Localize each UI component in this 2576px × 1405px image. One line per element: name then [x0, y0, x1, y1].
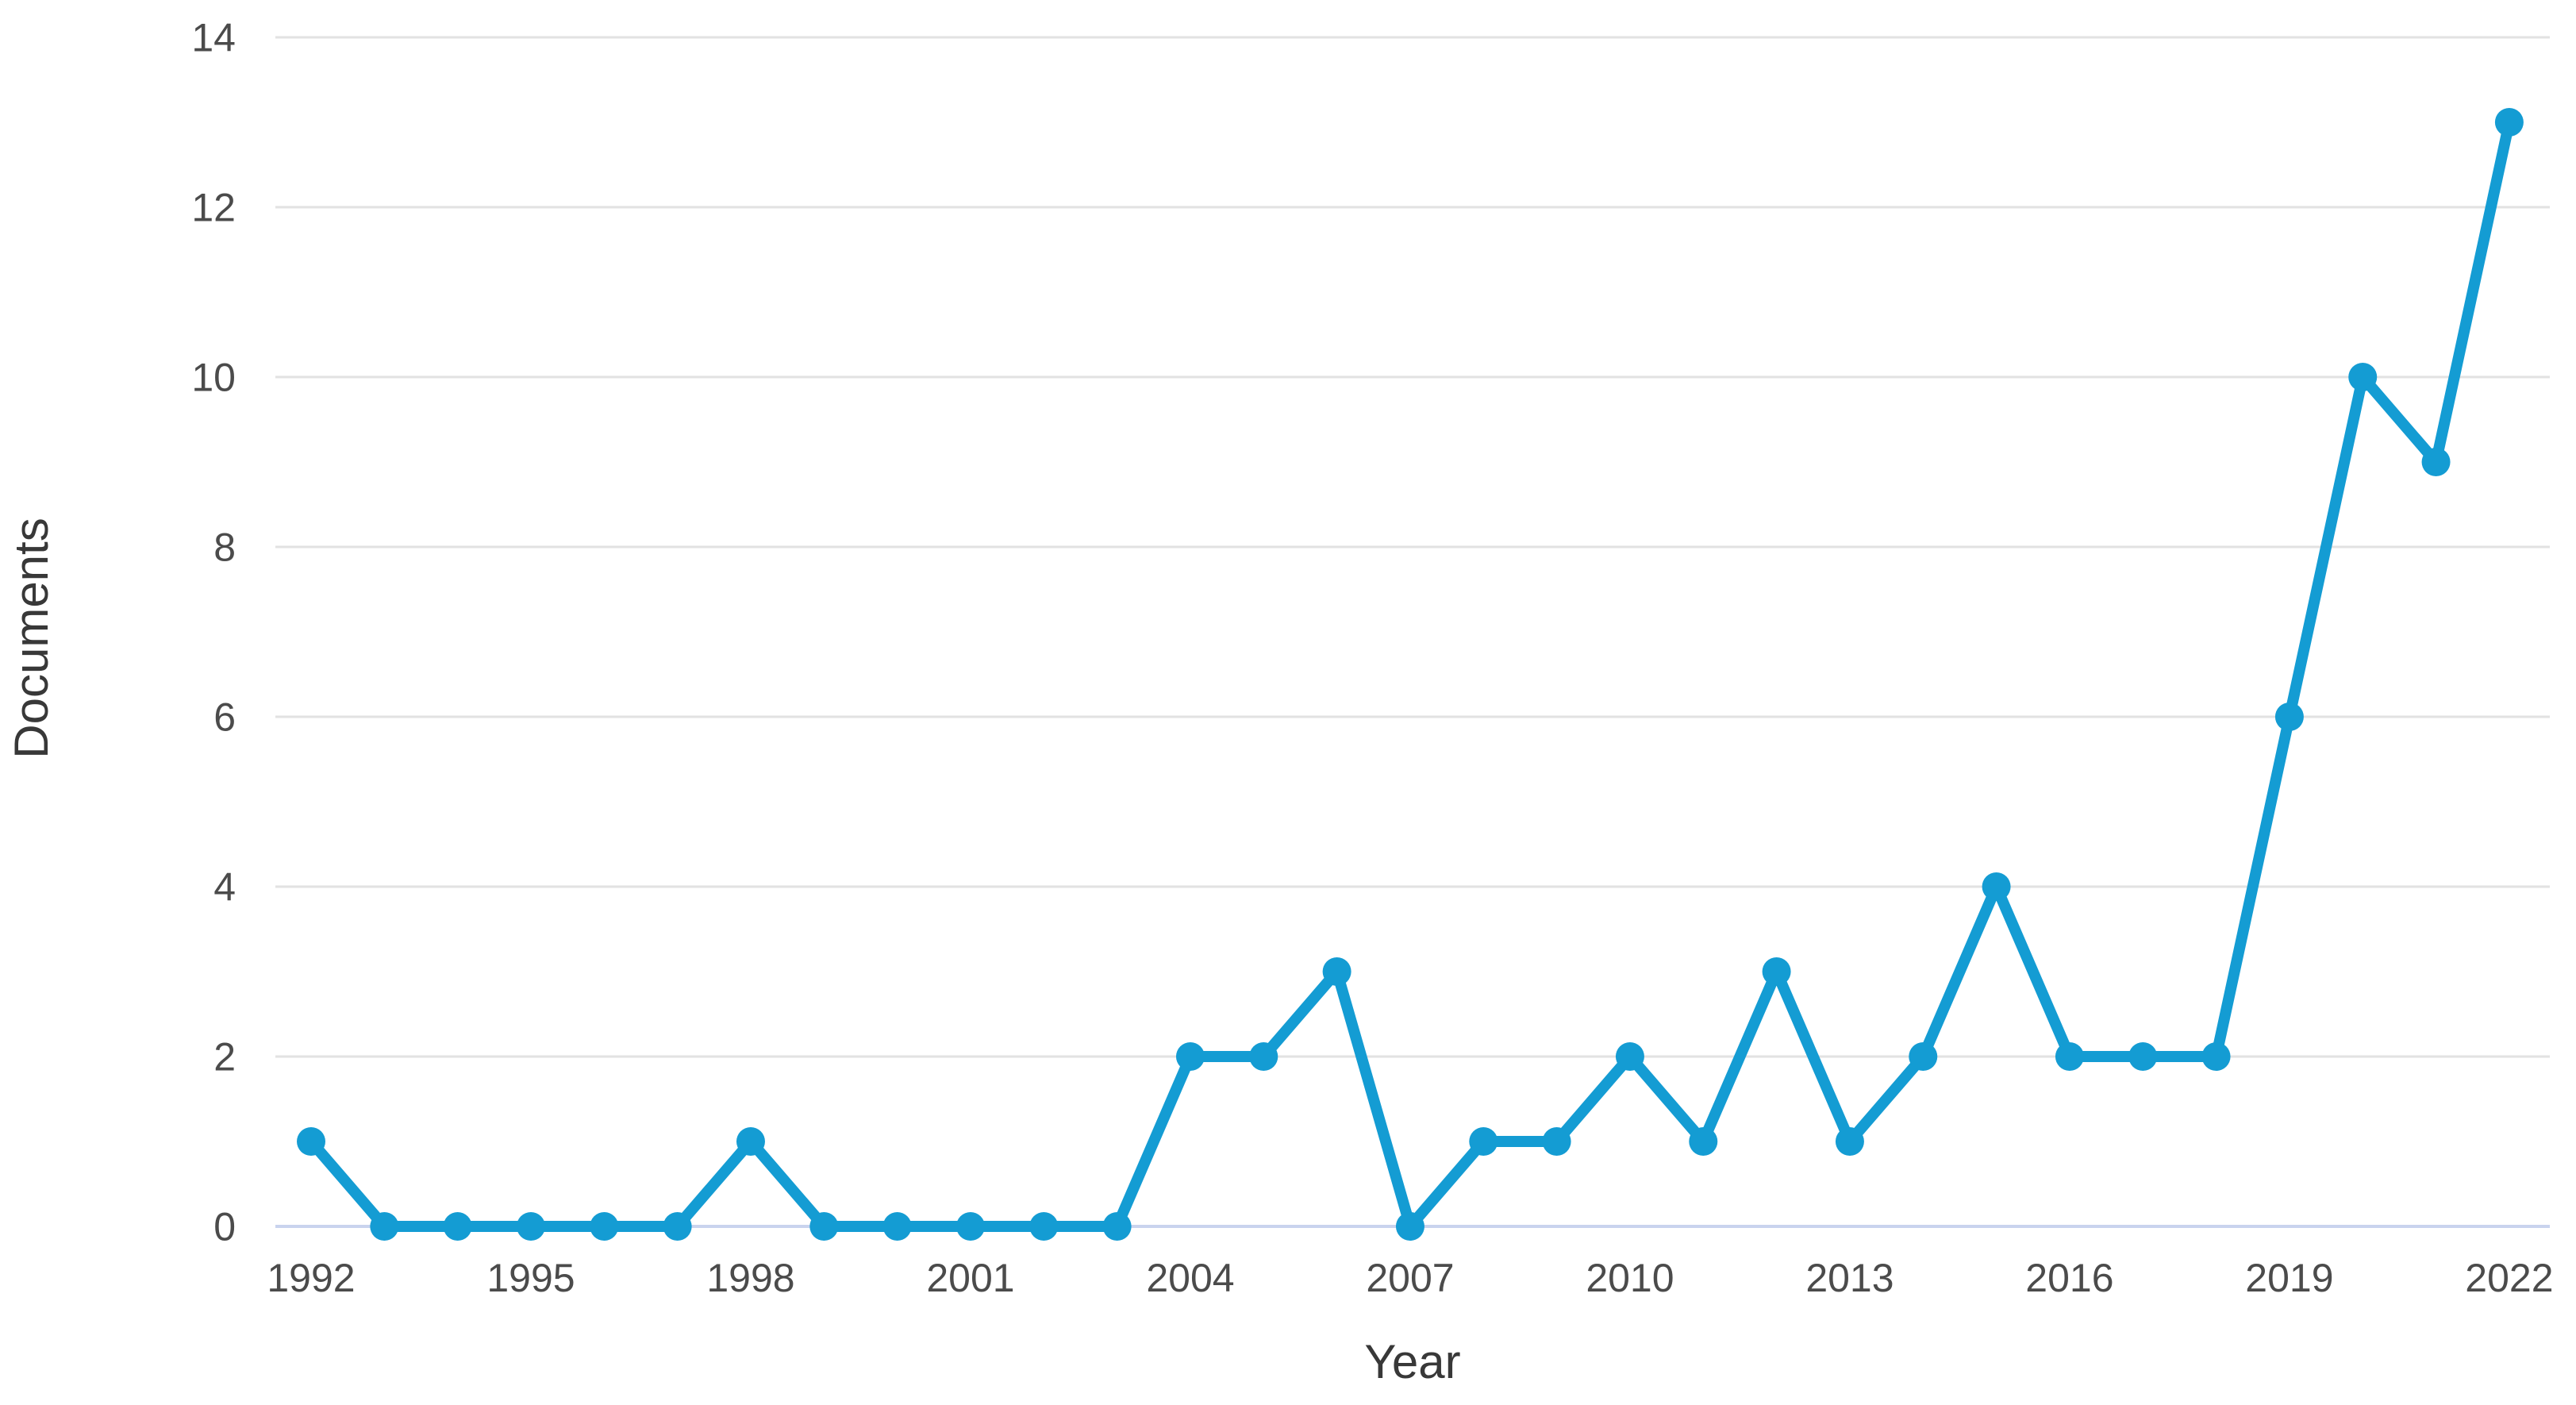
data-point-1994[interactable]	[443, 1212, 472, 1241]
data-point-2006[interactable]	[1322, 957, 1351, 986]
series-documents	[297, 108, 2524, 1241]
data-point-2012[interactable]	[1762, 957, 1791, 986]
x-axis-title: Year	[1364, 1335, 1460, 1388]
x-tick-label-2004: 2004	[1146, 1256, 1234, 1300]
y-tick-label-2: 2	[213, 1035, 236, 1080]
data-point-2000[interactable]	[882, 1212, 912, 1241]
y-tick-label-12: 12	[191, 186, 236, 230]
series-line	[306, 117, 2515, 1232]
data-point-2001[interactable]	[955, 1212, 985, 1241]
y-tick-label-10: 10	[191, 356, 236, 400]
x-axis-tick-labels: 1992 1995 1998 2001 2004 2007 2010 2013 2016 2019…	[267, 1256, 2553, 1300]
y-tick-label-6: 6	[213, 695, 236, 740]
y-tick-label-8: 8	[213, 525, 236, 570]
data-point-1999[interactable]	[809, 1212, 839, 1241]
y-tick-label-4: 4	[213, 865, 236, 910]
x-tick-label-1995: 1995	[486, 1256, 575, 1300]
data-point-2021[interactable]	[2421, 448, 2451, 476]
x-tick-label-2001: 2001	[926, 1256, 1014, 1300]
data-point-2017[interactable]	[2128, 1042, 2158, 1071]
y-tick-label-14: 14	[191, 16, 236, 60]
data-point-2004[interactable]	[1175, 1042, 1205, 1071]
x-tick-label-2010: 2010	[1586, 1256, 1674, 1300]
data-point-2020[interactable]	[2348, 363, 2378, 391]
x-tick-label-1992: 1992	[267, 1256, 355, 1300]
data-point-2013[interactable]	[1835, 1127, 1864, 1156]
data-point-2005[interactable]	[1249, 1042, 1278, 1071]
x-tick-label-2022: 2022	[2465, 1256, 2553, 1300]
data-point-2015[interactable]	[1982, 872, 2011, 901]
x-tick-label-2013: 2013	[1805, 1256, 1894, 1300]
data-point-2009[interactable]	[1542, 1127, 1571, 1156]
data-point-1996[interactable]	[590, 1212, 619, 1241]
data-point-2010[interactable]	[1615, 1042, 1644, 1071]
data-point-2016[interactable]	[2055, 1042, 2084, 1071]
data-point-2003[interactable]	[1102, 1212, 1132, 1241]
data-point-2018[interactable]	[2201, 1042, 2231, 1071]
y-axis-title: Documents	[5, 518, 58, 758]
data-point-1997[interactable]	[663, 1212, 692, 1241]
data-point-2008[interactable]	[1469, 1127, 1498, 1156]
data-point-1993[interactable]	[370, 1212, 399, 1241]
x-tick-label-2016: 2016	[2025, 1256, 2113, 1300]
x-tick-label-1998: 1998	[706, 1256, 794, 1300]
x-tick-label-2007: 2007	[1366, 1256, 1454, 1300]
data-point-2014[interactable]	[1909, 1042, 1938, 1071]
data-point-2019[interactable]	[2274, 702, 2304, 731]
data-point-2007[interactable]	[1395, 1212, 1424, 1241]
x-tick-label-2019: 2019	[2245, 1256, 2333, 1300]
data-point-2011[interactable]	[1689, 1127, 1718, 1156]
y-axis-tick-labels: 0 2 4 6 8 10 12 14	[191, 16, 236, 1249]
data-point-1992[interactable]	[297, 1127, 325, 1156]
gridlines	[275, 36, 2550, 1228]
data-point-2002[interactable]	[1029, 1212, 1059, 1241]
data-point-1995[interactable]	[516, 1212, 545, 1241]
data-point-2022[interactable]	[2494, 108, 2524, 137]
y-tick-label-0: 0	[213, 1205, 236, 1249]
data-point-1998[interactable]	[736, 1127, 765, 1156]
